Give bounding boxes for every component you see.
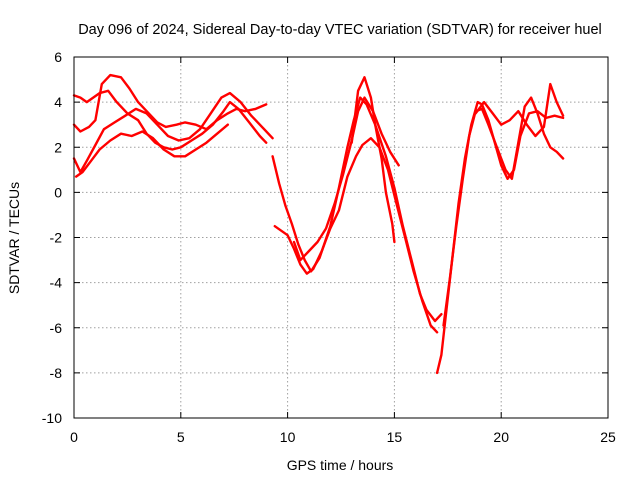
axis-ticks: 0 5 10 15 20 25 -10 -8 -6 -4 -2 0 2 4 6 <box>42 49 616 445</box>
series-track <box>273 136 439 334</box>
grid-lines <box>74 57 608 418</box>
x-tick-label: 25 <box>600 429 616 445</box>
y-tick-label: -4 <box>50 275 63 291</box>
series-track <box>474 82 565 138</box>
y-tick-label: -6 <box>50 320 63 336</box>
series-track <box>72 91 274 174</box>
y-tick-label: 0 <box>54 184 62 200</box>
chart-title: Day 096 of 2024, Sidereal Day-to-day VTE… <box>78 22 602 38</box>
y-tick-label: -8 <box>50 365 63 381</box>
series-track <box>442 96 565 327</box>
y-tick-label: 4 <box>54 94 62 110</box>
y-axis-label: SDTVAR / TECUs <box>6 182 22 294</box>
x-tick-label: 0 <box>70 429 78 445</box>
x-tick-label: 10 <box>280 429 296 445</box>
x-axis-label: GPS time / hours <box>287 457 394 473</box>
y-tick-label: 2 <box>54 139 62 155</box>
y-tick-label: 6 <box>54 49 62 65</box>
series-track <box>72 73 268 133</box>
x-tick-label: 20 <box>493 429 509 445</box>
series-track <box>74 123 230 178</box>
y-tick-label: -10 <box>42 410 62 426</box>
series-track <box>350 76 396 244</box>
x-tick-label: 5 <box>177 429 185 445</box>
x-tick-label: 15 <box>387 429 403 445</box>
series-track <box>72 89 268 151</box>
series-track <box>271 96 443 323</box>
series-track <box>292 96 400 262</box>
y-tick-label: -2 <box>50 230 63 246</box>
data-series <box>72 73 565 375</box>
